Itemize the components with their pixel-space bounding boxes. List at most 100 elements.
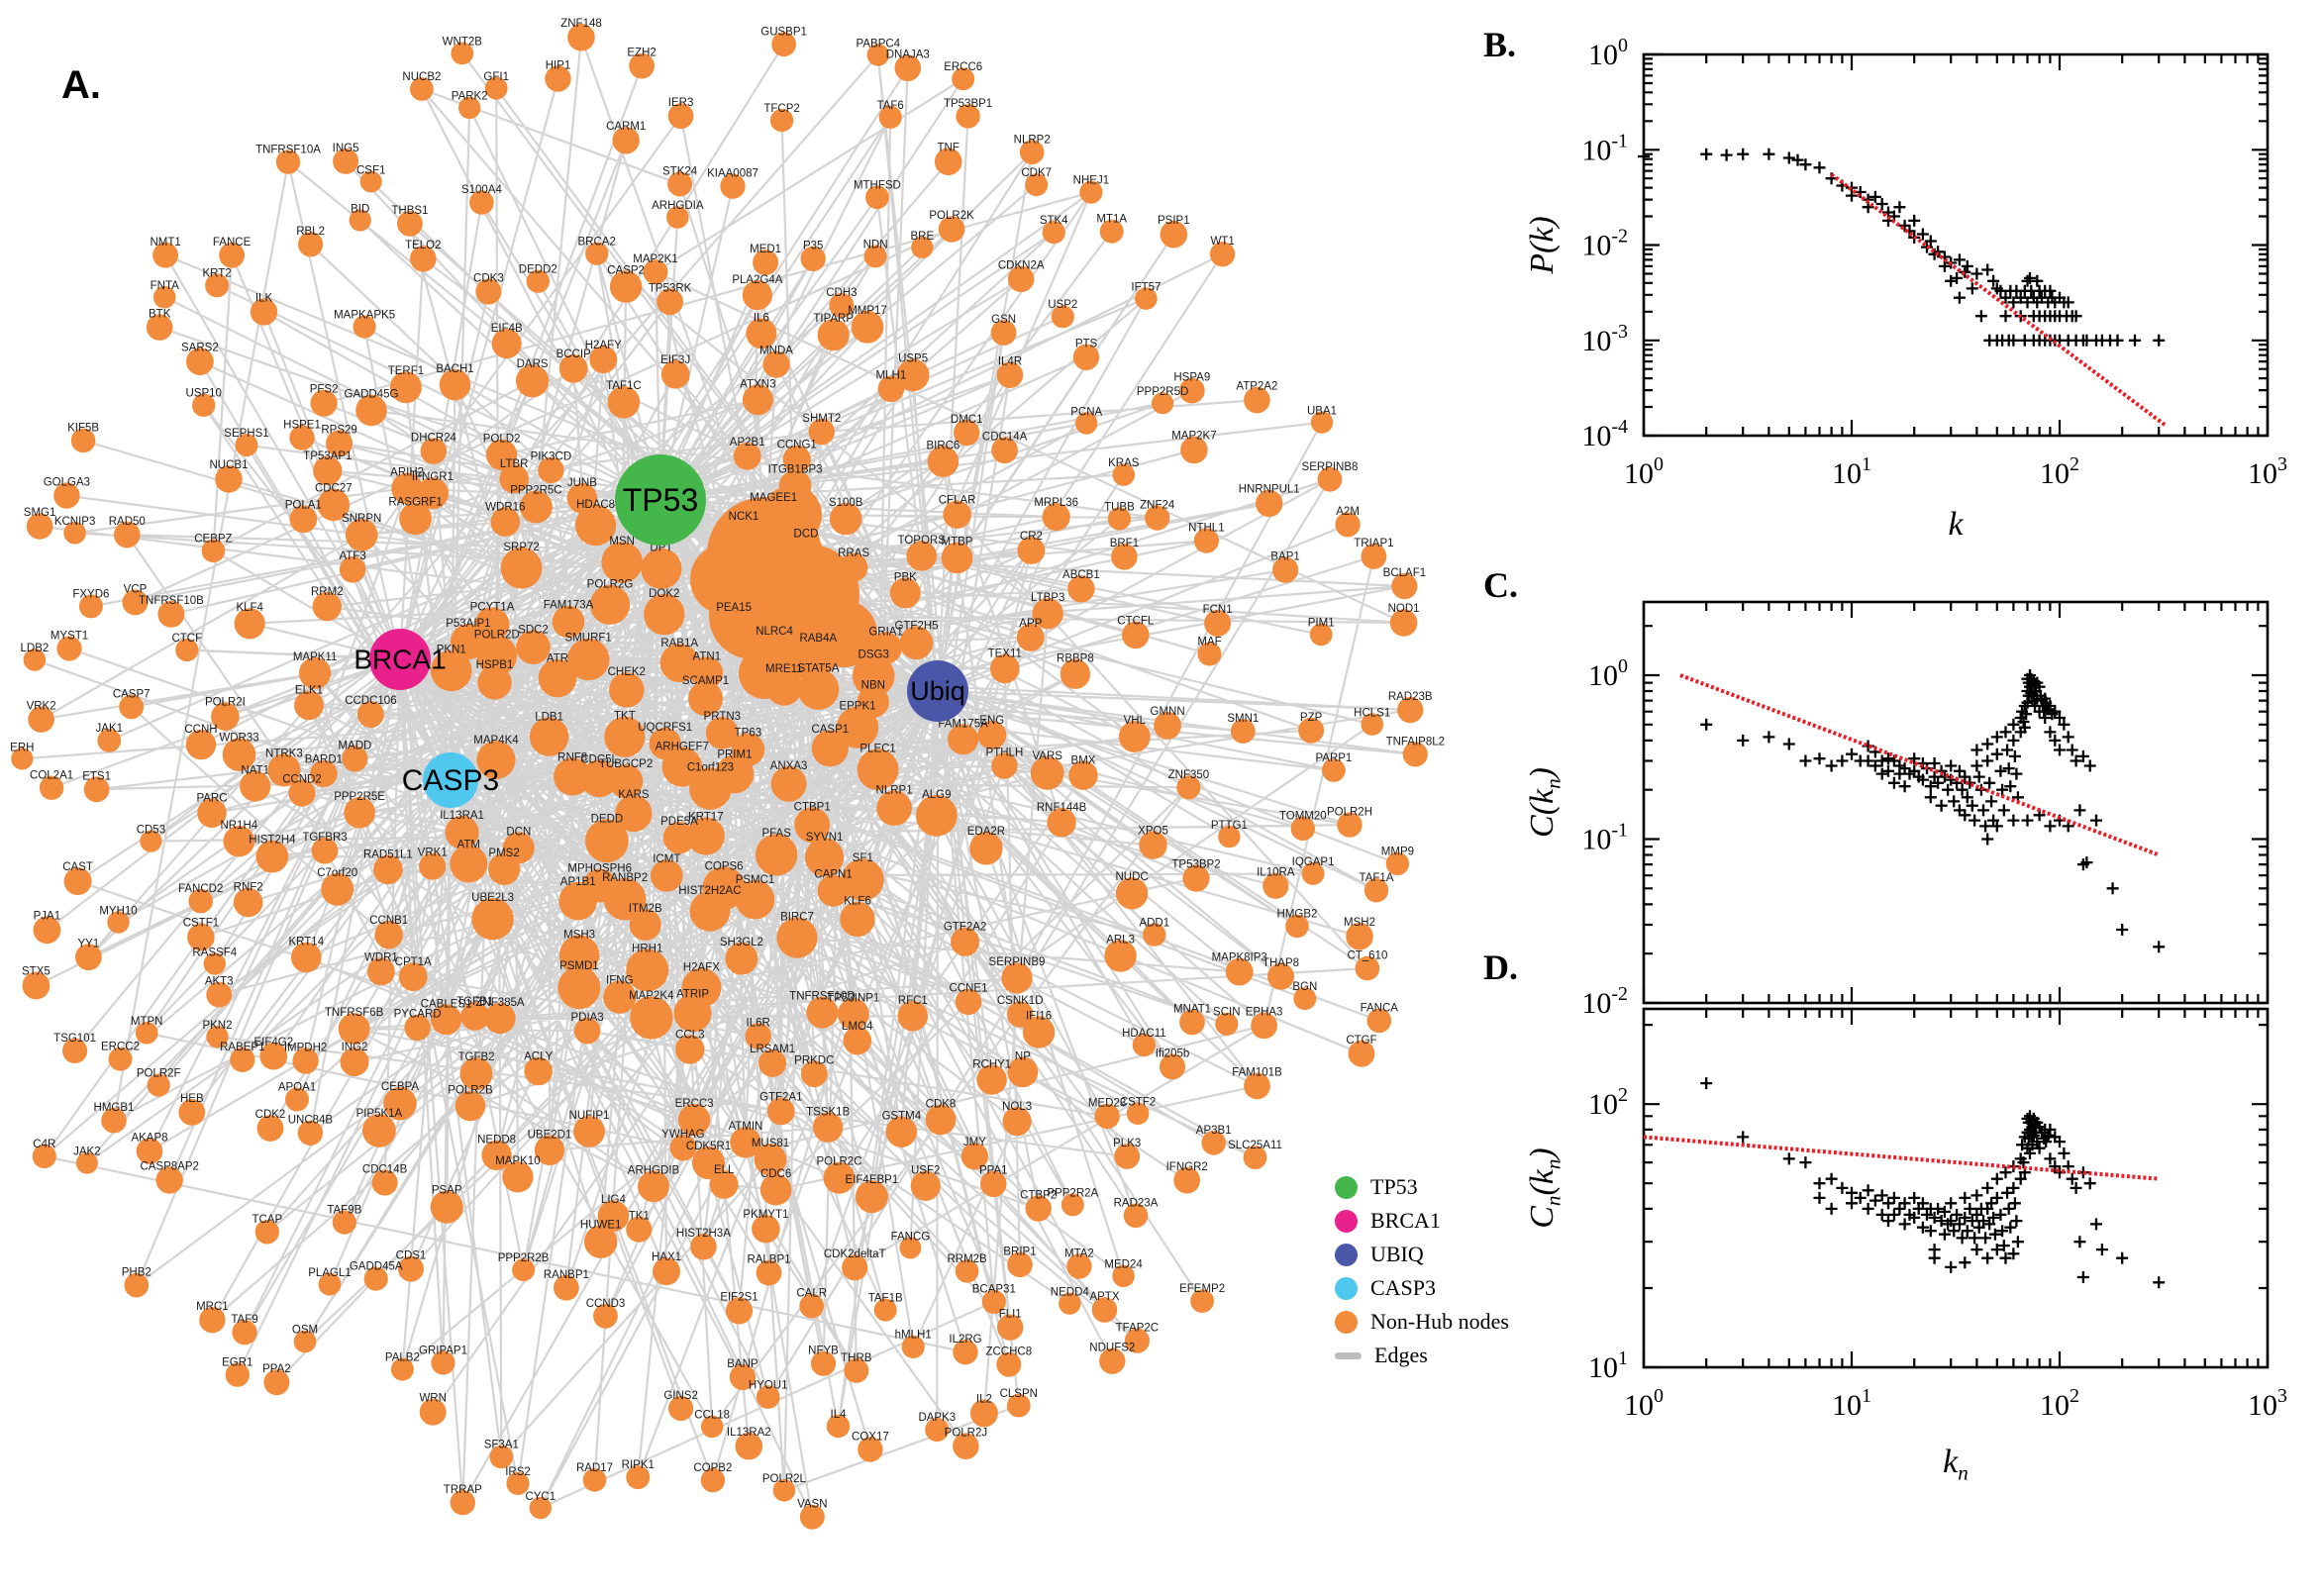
network-node: [219, 242, 246, 268]
network-node: [289, 425, 315, 450]
gene-label: IL6: [754, 312, 769, 324]
network-node: [1301, 861, 1325, 885]
gene-label: PIK3CD: [531, 451, 572, 463]
network-node: [1006, 1393, 1031, 1418]
gene-label: ZNF24: [1140, 500, 1175, 512]
network-node: [178, 1099, 206, 1126]
network-node: [416, 477, 449, 510]
network-node: [566, 638, 610, 681]
gene-label: IL6R: [747, 1017, 770, 1029]
gene-label: APTX: [1089, 1291, 1119, 1303]
gene-label: PDIA3: [570, 1012, 603, 1024]
gene-label: C1orf123: [687, 761, 734, 773]
network-node: [756, 1259, 782, 1286]
network-node: [342, 746, 368, 772]
gene-label: HIST2H3A: [676, 1228, 731, 1240]
gene-label: ATR: [547, 653, 568, 665]
gene-label: HIP1: [546, 59, 571, 71]
gene-label: SERPINB9: [989, 956, 1046, 968]
gene-label: GSTM4: [881, 1111, 921, 1123]
plot-frame: [1642, 1007, 2270, 1369]
gene-label: GTF2A1: [759, 1092, 802, 1104]
gene-label: RNF2: [234, 882, 263, 894]
network-node: [332, 1210, 356, 1235]
gene-label: PRKDC: [794, 1054, 834, 1066]
network-node: [1154, 712, 1181, 740]
network-node: [969, 832, 1003, 865]
network-node: [1209, 242, 1236, 267]
gene-label: POLR2B: [448, 1085, 493, 1097]
gene-label: PALB2: [385, 1352, 420, 1364]
network-node: [607, 386, 641, 419]
gene-label: RANBP1: [544, 1269, 589, 1281]
gene-label: UBE2L3: [471, 892, 514, 904]
legend-item-casp3: CASP3: [1335, 1271, 1509, 1305]
gene-label: MADD: [338, 740, 371, 751]
gene-label: NEDD4: [1051, 1286, 1090, 1298]
gene-label: PLEC1: [859, 743, 895, 754]
gene-label: NTHL1: [1188, 522, 1224, 534]
gene-label: DEDD: [591, 813, 624, 825]
gene-label: AKT3: [205, 976, 234, 988]
gene-label: MRC1: [196, 1301, 229, 1313]
gene-label: MNDA: [759, 346, 793, 357]
gene-label: KRT2: [202, 267, 231, 279]
gene-label: ZNF350: [1168, 769, 1210, 781]
network-node: [250, 298, 278, 326]
gene-label: PPA2: [262, 1363, 291, 1375]
gene-label: PTTG1: [1211, 820, 1248, 832]
network-node: [471, 898, 514, 941]
network-node: [899, 626, 934, 660]
gene-label: NTRK3: [265, 748, 303, 759]
network-node: [1225, 957, 1254, 986]
network-node: [451, 42, 474, 65]
gene-label: MNAT1: [1173, 1004, 1211, 1016]
network-node: [956, 104, 980, 129]
gene-label: AP2B1: [730, 437, 765, 449]
network-node: [1272, 556, 1299, 583]
gene-label: SNRPN: [342, 513, 381, 525]
gene-label: ATXN3: [740, 378, 775, 390]
network-node: [389, 371, 422, 404]
gene-label: H2AFY: [585, 340, 622, 351]
gene-label: MMP17: [848, 305, 887, 317]
network-node: [729, 1363, 757, 1391]
gene-label: CCND3: [586, 1298, 626, 1310]
gene-label: VHL: [1124, 715, 1147, 727]
network-node: [735, 879, 775, 920]
network-node: [567, 23, 595, 51]
gene-label: TUBGCP2: [599, 758, 653, 770]
network-node: [359, 170, 382, 193]
gene-label: GRIPAP1: [419, 1345, 467, 1356]
gene-label: PTHLH: [986, 747, 1024, 758]
network-node: [186, 348, 214, 376]
network-node: [1310, 411, 1334, 434]
gene-label: MTBP: [942, 537, 973, 549]
gene-label: TAF1B: [868, 1293, 903, 1305]
network-node: [1030, 756, 1064, 790]
gene-label: IL4R: [998, 356, 1022, 368]
gene-label: ATRIP: [676, 988, 709, 1000]
network-node: [185, 729, 217, 760]
hub-node-brca1: [369, 629, 431, 690]
gene-label: CSTF1: [183, 918, 219, 930]
gene-label: NLRC4: [756, 626, 793, 638]
gene-label: NAT1: [241, 764, 269, 776]
panel-d-letter: D.: [1483, 948, 1518, 987]
gene-label: SLC25A11: [1228, 1140, 1282, 1151]
gene-label: TCAP: [252, 1214, 282, 1226]
gene-label: DCN: [506, 826, 531, 838]
network-node: [1002, 1107, 1032, 1137]
network-node: [326, 430, 354, 457]
network-node: [1022, 1016, 1056, 1048]
gene-label: ILK: [255, 292, 273, 304]
gene-label: TUBB: [1104, 501, 1135, 513]
gene-label: PDE5A: [660, 816, 698, 828]
network-node: [1204, 610, 1232, 637]
gene-label: CDK7: [1021, 167, 1052, 179]
network-node: [1094, 1103, 1120, 1130]
network-node: [345, 518, 378, 551]
network-node: [201, 539, 226, 563]
network-node: [119, 694, 145, 720]
network-node: [582, 1468, 607, 1492]
